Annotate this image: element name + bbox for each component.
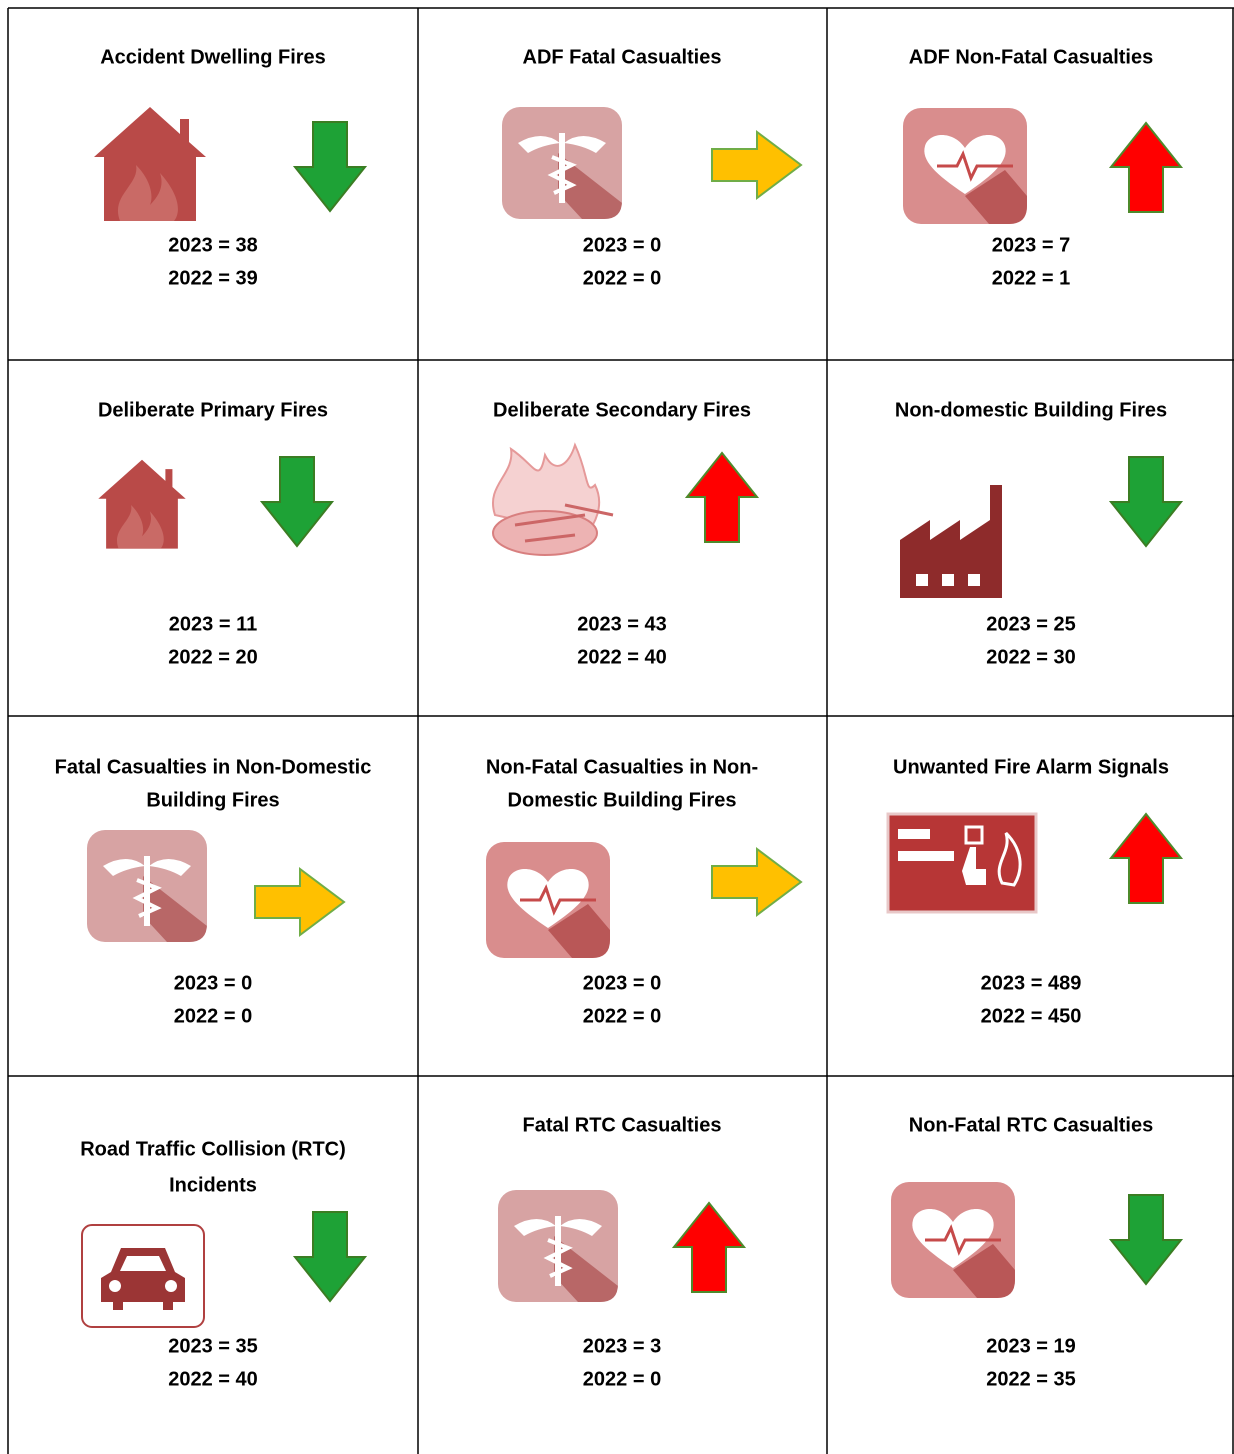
trend-arrow-down [1111,457,1181,546]
factory-icon [900,485,1002,598]
window [916,574,928,586]
word-shape [898,829,930,839]
cell-figure: 2022 = 1 [992,267,1070,289]
cell-figure: 2022 = 35 [986,1368,1076,1390]
cell-figure: 2022 = 0 [583,1005,661,1027]
cell-title: Non-Fatal Casualties in Non- [486,756,758,778]
cell-figure: 2022 = 20 [168,646,258,668]
cell-title: Fatal RTC Casualties [523,1114,722,1136]
heart-icon [486,842,610,958]
windshield [120,1256,166,1271]
trend-arrow-up [1111,123,1181,212]
cell-figure: 2022 = 40 [168,1368,258,1390]
trend-arrow-up [687,453,757,542]
word-shape [898,851,954,861]
cell-figure: 2023 = 35 [168,1335,258,1357]
cell-figure: 2023 = 38 [168,234,258,256]
trend-arrow-right [712,849,801,915]
medical-icon [502,107,622,219]
cell-title: Road Traffic Collision (RTC) [80,1138,346,1160]
cell-title: Non-domestic Building Fires [895,399,1167,421]
cell-figure: 2023 = 11 [169,613,257,635]
page: Accident Dwelling Fires 2023 = 38 2022 = 3… [0,0,1234,1454]
cell-figure: 2022 = 0 [174,1005,252,1027]
cell-title: Unwanted Fire Alarm Signals [893,756,1169,778]
trend-arrow-right [255,869,344,935]
trend-arrow-right [712,132,801,198]
cell-figure: 2023 = 7 [992,234,1070,256]
trend-arrow-down [295,122,365,211]
cell-title: ADF Fatal Casualties [523,46,722,68]
cell-title: Deliberate Secondary Fires [493,399,751,421]
cell-figure: 2022 = 40 [577,646,667,668]
cell-figure: 2022 = 30 [986,646,1076,668]
cell-figure: 2022 = 0 [583,267,661,289]
medical-icon [498,1190,618,1302]
heart-icon [891,1182,1015,1298]
headlight [165,1280,177,1292]
cell-figure: 2023 = 0 [583,234,661,256]
medical-icon [87,830,207,942]
cell-figure: 2022 = 39 [168,267,258,289]
cell-figure: 2022 = 0 [583,1368,661,1390]
cell-figure: 2023 = 0 [174,972,252,994]
cell-figure: 2023 = 0 [583,972,661,994]
window [968,574,980,586]
cell-title: Non-Fatal RTC Casualties [909,1114,1153,1136]
cell-title: Building Fires [146,789,279,811]
cell-figure: 2023 = 3 [583,1335,661,1357]
cell-figure: 2023 = 489 [981,972,1082,994]
cell-figure: 2023 = 43 [577,613,667,635]
trend-arrow-down [295,1212,365,1301]
trend-arrow-up [674,1203,744,1292]
cell-title: Accident Dwelling Fires [100,46,326,68]
heart-icon [903,108,1027,224]
cell-title: Fatal Casualties in Non-Domestic [55,756,372,778]
cell-title: Incidents [169,1174,257,1196]
debris-fire-icon [493,445,613,555]
cell-title: Deliberate Primary Fires [98,399,328,421]
fire-alarm-sign [888,814,1036,912]
house-icon [94,107,206,221]
infographic-table: Accident Dwelling Fires 2023 = 38 2022 = 3… [0,0,1234,1454]
trend-arrow-down [262,457,332,546]
cell-figure: 2023 = 19 [986,1335,1076,1357]
debris [493,511,597,555]
headlight [109,1280,121,1292]
cell-figure: 2023 = 25 [986,613,1076,635]
house-icon [98,460,185,549]
trend-arrow-down [1111,1195,1181,1284]
cell-title: Domestic Building Fires [508,789,737,811]
window [942,574,954,586]
cell-title: ADF Non-Fatal Casualties [909,46,1153,68]
cell-figure: 2022 = 450 [981,1005,1082,1027]
trend-arrow-up [1111,814,1181,903]
car-icon [82,1225,204,1327]
sign-plate [888,814,1036,912]
